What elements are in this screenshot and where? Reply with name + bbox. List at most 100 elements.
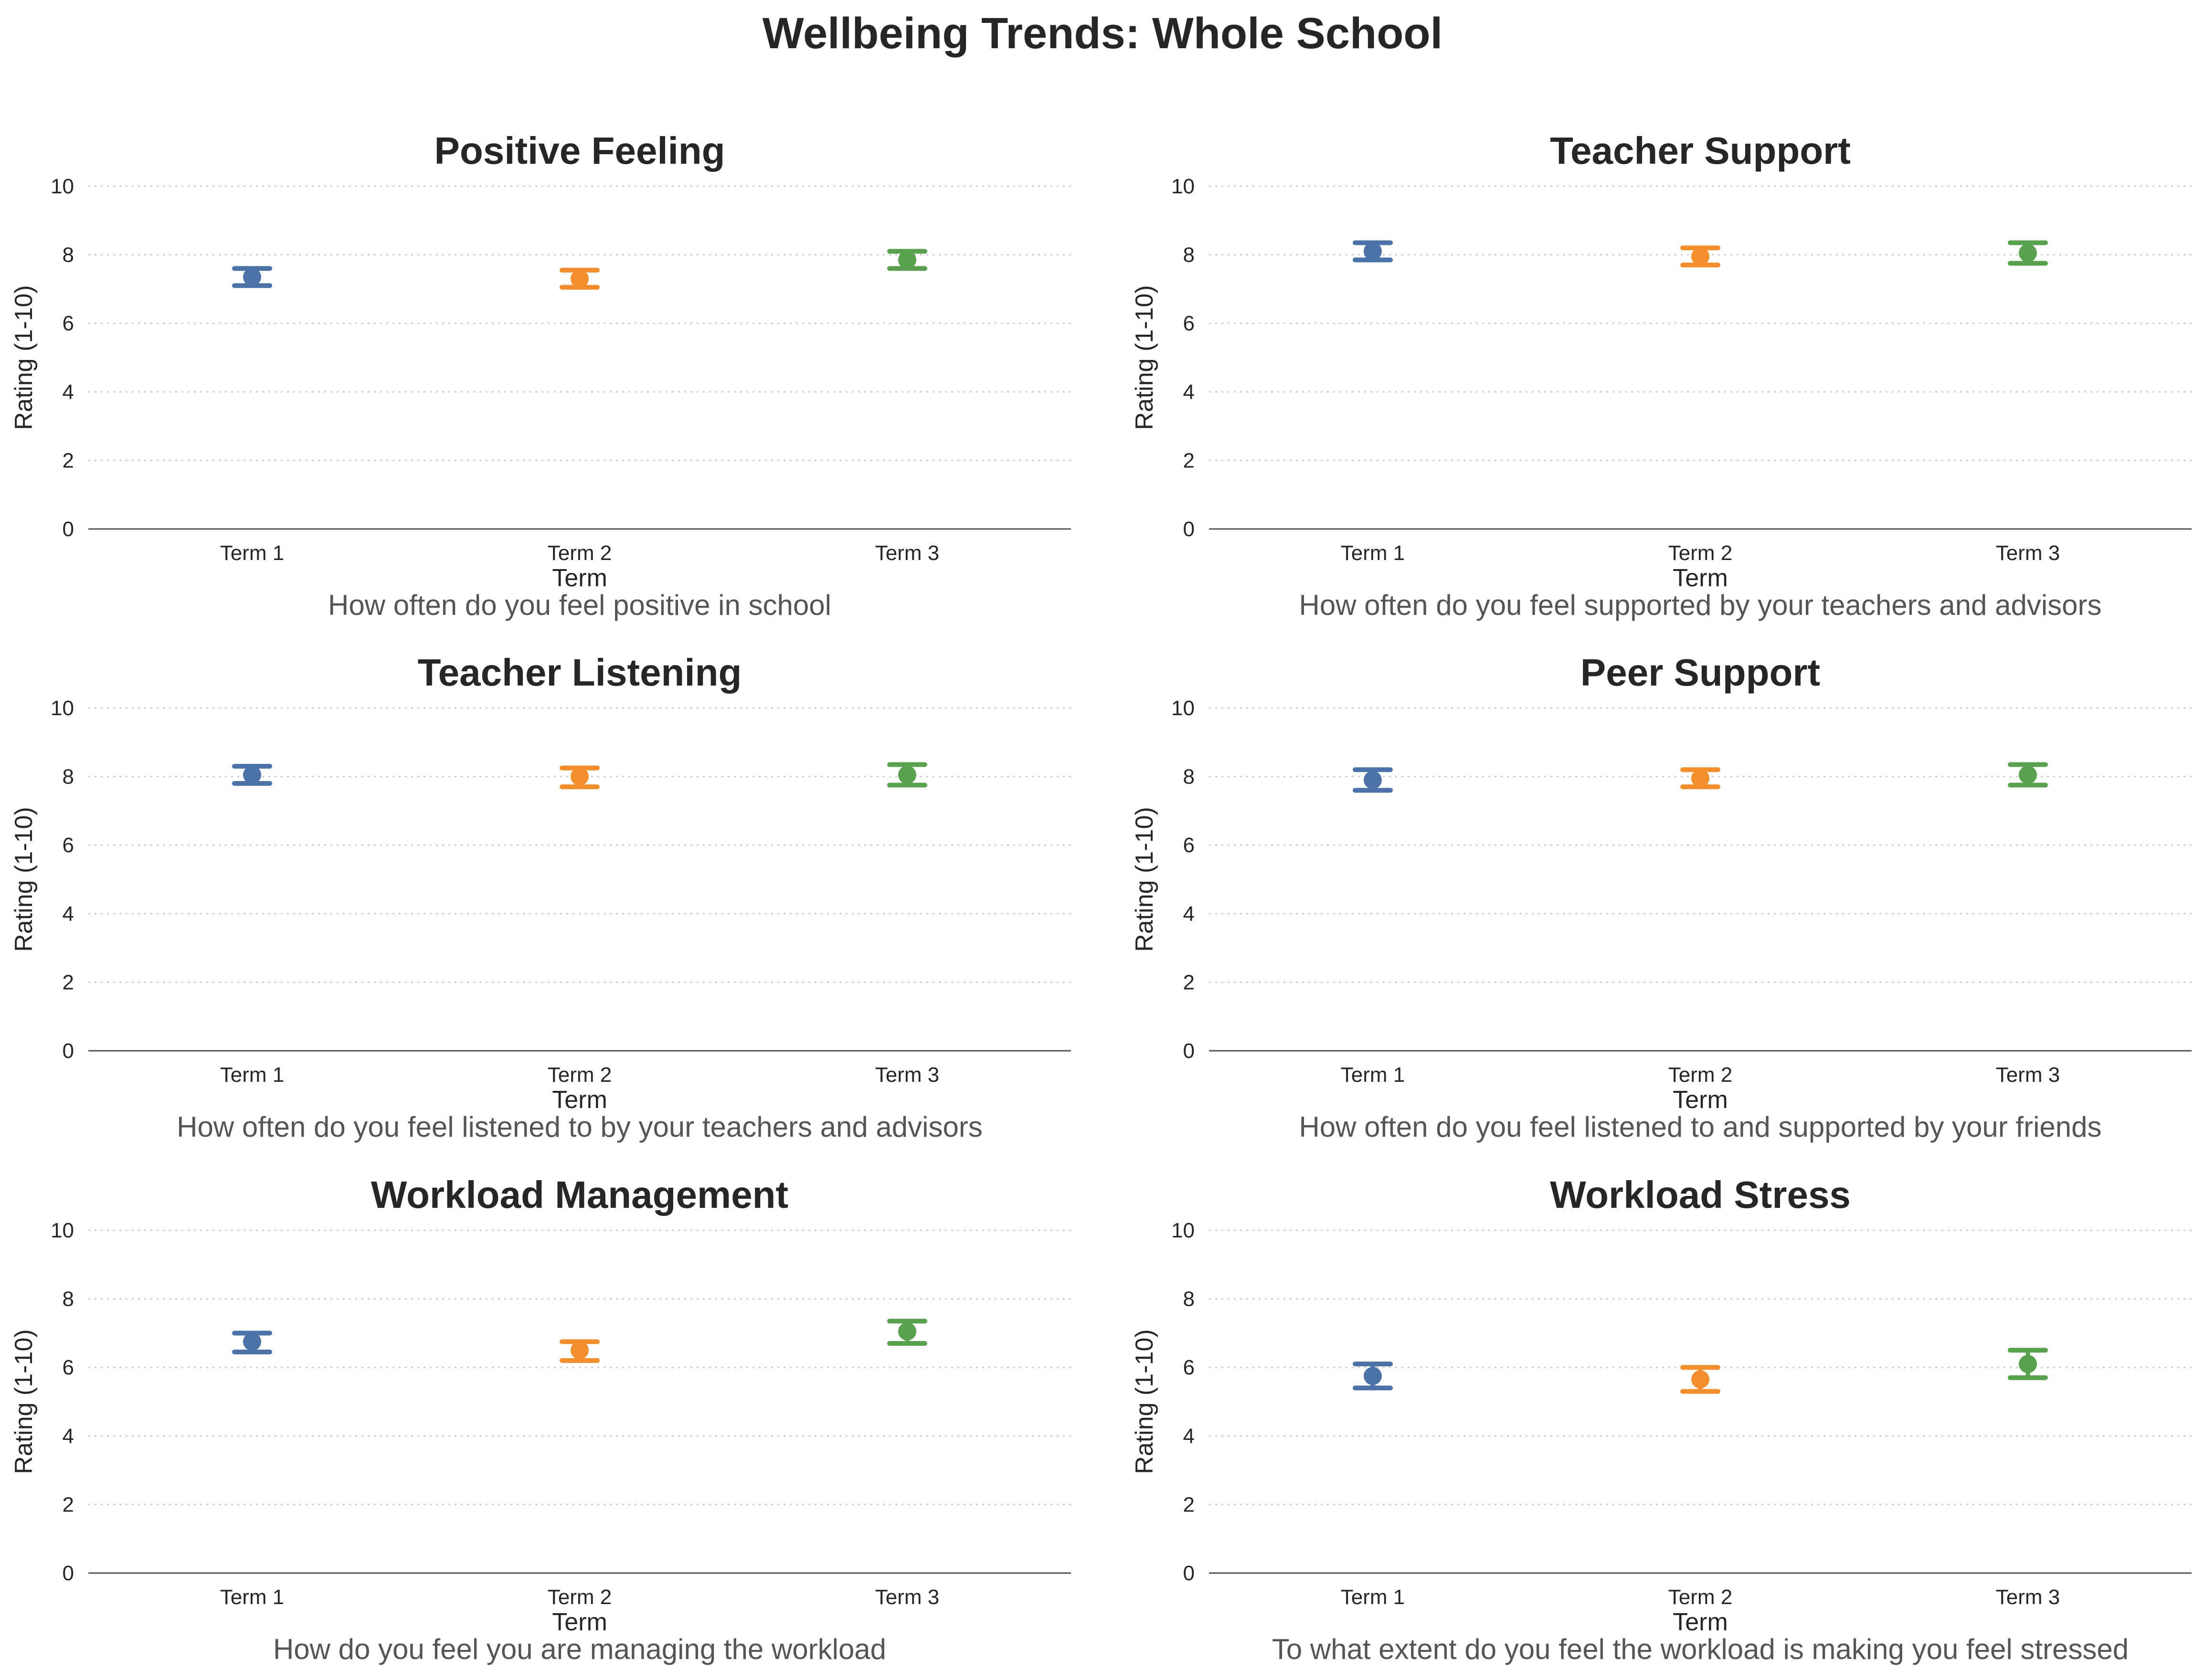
data-point <box>898 766 916 784</box>
y-tick-label: 8 <box>1183 1288 1195 1311</box>
chart-panel: Peer Support 0 2 4 6 8 10 Term 1 Term 2 Term 3 Ter… <box>1131 651 2192 1143</box>
data-point <box>2019 244 2037 263</box>
y-tick-label: 4 <box>1183 1425 1195 1448</box>
y-tick-label: 4 <box>63 902 74 926</box>
data-point <box>2019 766 2037 784</box>
y-tick-label: 0 <box>63 1562 74 1585</box>
panel-title: Teacher Listening <box>418 651 742 694</box>
y-axis-label: Rating (1-10) <box>10 807 38 951</box>
x-axis-label: Term <box>1673 1608 1728 1636</box>
y-tick-label: 8 <box>1183 765 1195 789</box>
y-tick-label: 0 <box>63 1039 74 1063</box>
x-axis-label: Term <box>552 564 607 592</box>
chart-panel: Teacher Support 0 2 4 6 8 10 Term 1 Term 2 Term 3… <box>1131 129 2192 621</box>
x-axis-label: Term <box>1673 564 1728 592</box>
panel-title: Workload Stress <box>1550 1173 1851 1216</box>
y-tick-label: 6 <box>63 1356 74 1379</box>
y-tick-label: 10 <box>1171 697 1195 720</box>
y-axis-label: Rating (1-10) <box>1131 807 1158 951</box>
x-tick-label: Term 3 <box>875 541 939 565</box>
x-tick-label: Term 1 <box>1341 1063 1405 1087</box>
y-tick-label: 4 <box>63 380 74 404</box>
x-axis-label: Term <box>552 1086 607 1114</box>
y-tick-label: 10 <box>1171 1219 1195 1242</box>
x-tick-label: Term 1 <box>1341 541 1405 565</box>
y-axis-label: Rating (1-10) <box>10 285 38 430</box>
y-tick-label: 2 <box>1183 449 1195 472</box>
data-point <box>243 766 261 784</box>
x-tick-label: Term 3 <box>1996 541 2060 565</box>
x-tick-label: Term 3 <box>875 1585 939 1609</box>
x-tick-label: Term 1 <box>220 541 284 565</box>
x-axis-label: Term <box>552 1608 607 1636</box>
question-text: To what extent do you feel the workload … <box>1272 1633 2129 1665</box>
x-tick-label: Term 2 <box>1668 541 1732 565</box>
y-tick-label: 10 <box>51 1219 74 1242</box>
x-tick-label: Term 2 <box>1668 1063 1732 1087</box>
x-tick-label: Term 1 <box>1341 1585 1405 1609</box>
data-point <box>1691 1370 1709 1389</box>
y-tick-label: 2 <box>1183 1493 1195 1516</box>
x-tick-label: Term 2 <box>548 541 612 565</box>
data-point <box>571 269 589 288</box>
question-text: How do you feel you are managing the wor… <box>273 1633 886 1665</box>
y-tick-label: 8 <box>63 765 74 789</box>
panel-title: Peer Support <box>1580 651 1820 694</box>
y-tick-label: 6 <box>1183 312 1195 335</box>
y-tick-label: 8 <box>1183 243 1195 267</box>
y-tick-label: 2 <box>63 971 74 994</box>
y-tick-label: 8 <box>63 243 74 267</box>
y-tick-label: 8 <box>63 1288 74 1311</box>
y-tick-label: 0 <box>1183 518 1195 541</box>
data-point <box>243 268 261 286</box>
y-tick-label: 6 <box>63 312 74 335</box>
y-tick-label: 6 <box>63 834 74 857</box>
panel-title: Teacher Support <box>1550 129 1851 172</box>
y-tick-label: 0 <box>63 518 74 541</box>
data-point <box>898 1322 916 1341</box>
y-tick-label: 6 <box>1183 1356 1195 1379</box>
data-point <box>898 251 916 269</box>
y-tick-label: 10 <box>51 697 74 720</box>
data-point <box>1691 247 1709 266</box>
y-axis-label: Rating (1-10) <box>1131 1329 1158 1474</box>
x-tick-label: Term 2 <box>548 1063 612 1087</box>
x-tick-label: Term 1 <box>220 1063 284 1087</box>
y-tick-label: 6 <box>1183 834 1195 857</box>
y-tick-label: 0 <box>1183 1039 1195 1063</box>
panel-title: Workload Management <box>371 1173 788 1216</box>
data-point <box>571 767 589 786</box>
x-tick-label: Term 3 <box>1996 1063 2060 1087</box>
chart-panel: Positive Feeling 0 2 4 6 8 10 Term 1 Term 2 Term … <box>10 129 1071 621</box>
x-tick-label: Term 2 <box>548 1585 612 1609</box>
y-tick-label: 0 <box>1183 1562 1195 1585</box>
chart-panel: Workload Stress 0 2 4 6 8 10 Term 1 Term 2 Term 3… <box>1131 1173 2192 1665</box>
y-axis-label: Rating (1-10) <box>1131 285 1158 430</box>
x-tick-label: Term 3 <box>1996 1585 2060 1609</box>
y-tick-label: 4 <box>63 1425 74 1448</box>
data-point <box>243 1332 261 1351</box>
x-tick-label: Term 2 <box>1668 1585 1732 1609</box>
y-tick-label: 10 <box>51 175 74 198</box>
data-point <box>1364 771 1382 789</box>
data-point <box>1364 1367 1382 1385</box>
y-tick-label: 4 <box>1183 902 1195 926</box>
y-tick-label: 4 <box>1183 380 1195 404</box>
y-axis-label: Rating (1-10) <box>10 1329 38 1474</box>
x-tick-label: Term 1 <box>220 1585 284 1609</box>
data-point <box>1364 242 1382 261</box>
x-tick-label: Term 3 <box>875 1063 939 1087</box>
question-text: How often do you feel positive in school <box>328 589 831 621</box>
data-point <box>2019 1355 2037 1374</box>
question-text: How often do you feel listened to by you… <box>177 1111 983 1143</box>
x-axis-label: Term <box>1673 1086 1728 1114</box>
question-text: How often do you feel supported by your … <box>1299 589 2102 621</box>
y-tick-label: 10 <box>1171 175 1195 198</box>
y-tick-label: 2 <box>1183 971 1195 994</box>
question-text: How often do you feel listened to and su… <box>1299 1111 2101 1143</box>
y-tick-label: 2 <box>63 1493 74 1516</box>
